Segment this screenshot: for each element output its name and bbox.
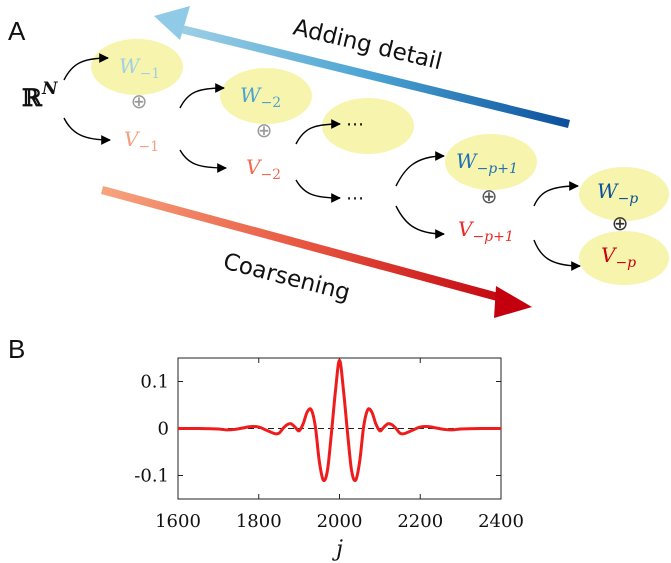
blob-wp1 xyxy=(445,134,537,190)
arrow-root-to-w1 xyxy=(63,53,109,81)
node-vp-main: V xyxy=(601,243,618,267)
arrow-ellipsis-to-wp1 xyxy=(395,151,445,187)
x-tick-label: 2000 xyxy=(317,511,363,532)
op-wp-vp: ⊕ xyxy=(612,211,629,235)
y-tick-label: 0.1 xyxy=(140,372,169,393)
panel-label-b: B xyxy=(8,334,25,364)
arrow-v2-to-ellipsis-top xyxy=(295,119,341,145)
x-tick-label: 1800 xyxy=(236,511,282,532)
arrow-vp1-to-wp xyxy=(533,181,579,207)
node-v2-main: V xyxy=(246,155,263,179)
wavelet-line xyxy=(177,358,502,483)
op-w1-v1: ⊕ xyxy=(131,89,148,113)
node-w2-main: W xyxy=(240,83,262,107)
y-tick-label: 0 xyxy=(158,419,169,440)
node-w2-sub: −2 xyxy=(261,95,282,111)
node-w1-sub: −1 xyxy=(140,66,161,82)
blob-wp xyxy=(579,167,669,221)
panel-label-a: A xyxy=(8,16,26,46)
node-v1-sub: −1 xyxy=(138,139,159,155)
arrow-v1-to-v2 xyxy=(179,149,227,173)
node-wp1-sub: −p+1 xyxy=(477,161,518,177)
node-wp: W−p xyxy=(597,179,638,207)
blob-ellipsis xyxy=(322,98,414,154)
node-vp1-sub: −p+1 xyxy=(472,229,513,245)
adding-detail-arrow xyxy=(154,6,570,128)
coarsening-arrow xyxy=(101,186,532,318)
adding-detail-label: Adding detail xyxy=(291,15,445,76)
node-v2: V−2 xyxy=(246,155,281,183)
node-wp-main: W xyxy=(597,179,619,203)
node-wp1: W−p+1 xyxy=(456,149,518,177)
blob-vp xyxy=(579,231,669,285)
arrow-v1-to-w2 xyxy=(179,83,225,109)
arrow-v2-to-ellipsis-bottom xyxy=(295,179,341,203)
node-vp: V−p xyxy=(601,243,636,271)
op-wp1-vp1: ⊕ xyxy=(481,184,498,208)
node-v1-main: V xyxy=(124,127,141,151)
x-tick-label: 2200 xyxy=(397,511,443,532)
node-wp1-main: W xyxy=(456,149,478,173)
y-tick-label: -0.1 xyxy=(134,466,169,487)
node-v2-sub: −2 xyxy=(260,167,281,183)
node-w1: W−1 xyxy=(119,54,160,82)
arrow-ellipsis-to-vp1 xyxy=(395,205,445,239)
node-vp1: V−p+1 xyxy=(458,217,514,245)
x-tick-label: 2400 xyxy=(478,511,524,532)
node-v1: V−1 xyxy=(124,127,159,155)
node-wp-sub: −p xyxy=(618,191,639,207)
arrow-vp1-to-vp xyxy=(533,239,581,271)
x-tick-label: 1600 xyxy=(155,511,201,532)
wavelet-chart: 1600 1800 2000 2200 2400 0.1 0 -0.1 j xyxy=(134,357,524,562)
ellipsis-top: ⋯ xyxy=(346,114,364,135)
blob-w2 xyxy=(220,68,312,124)
root-space-symbol: ℝ xyxy=(22,83,43,112)
op-w2-v2: ⊕ xyxy=(256,118,273,142)
node-vp-sub: −p xyxy=(615,255,636,271)
ellipsis-bottom: ⋯ xyxy=(346,188,364,209)
root-space-superscript: N xyxy=(41,79,59,99)
root-space-label: ℝN xyxy=(22,79,59,112)
blob-w1 xyxy=(91,39,183,95)
coarsening-label: Coarsening xyxy=(220,249,352,307)
arrow-root-to-v1 xyxy=(63,117,111,145)
node-vp1-main: V xyxy=(458,217,475,241)
x-axis-label: j xyxy=(331,537,343,562)
node-w2: W−2 xyxy=(240,83,281,111)
node-w1-main: W xyxy=(119,54,141,78)
